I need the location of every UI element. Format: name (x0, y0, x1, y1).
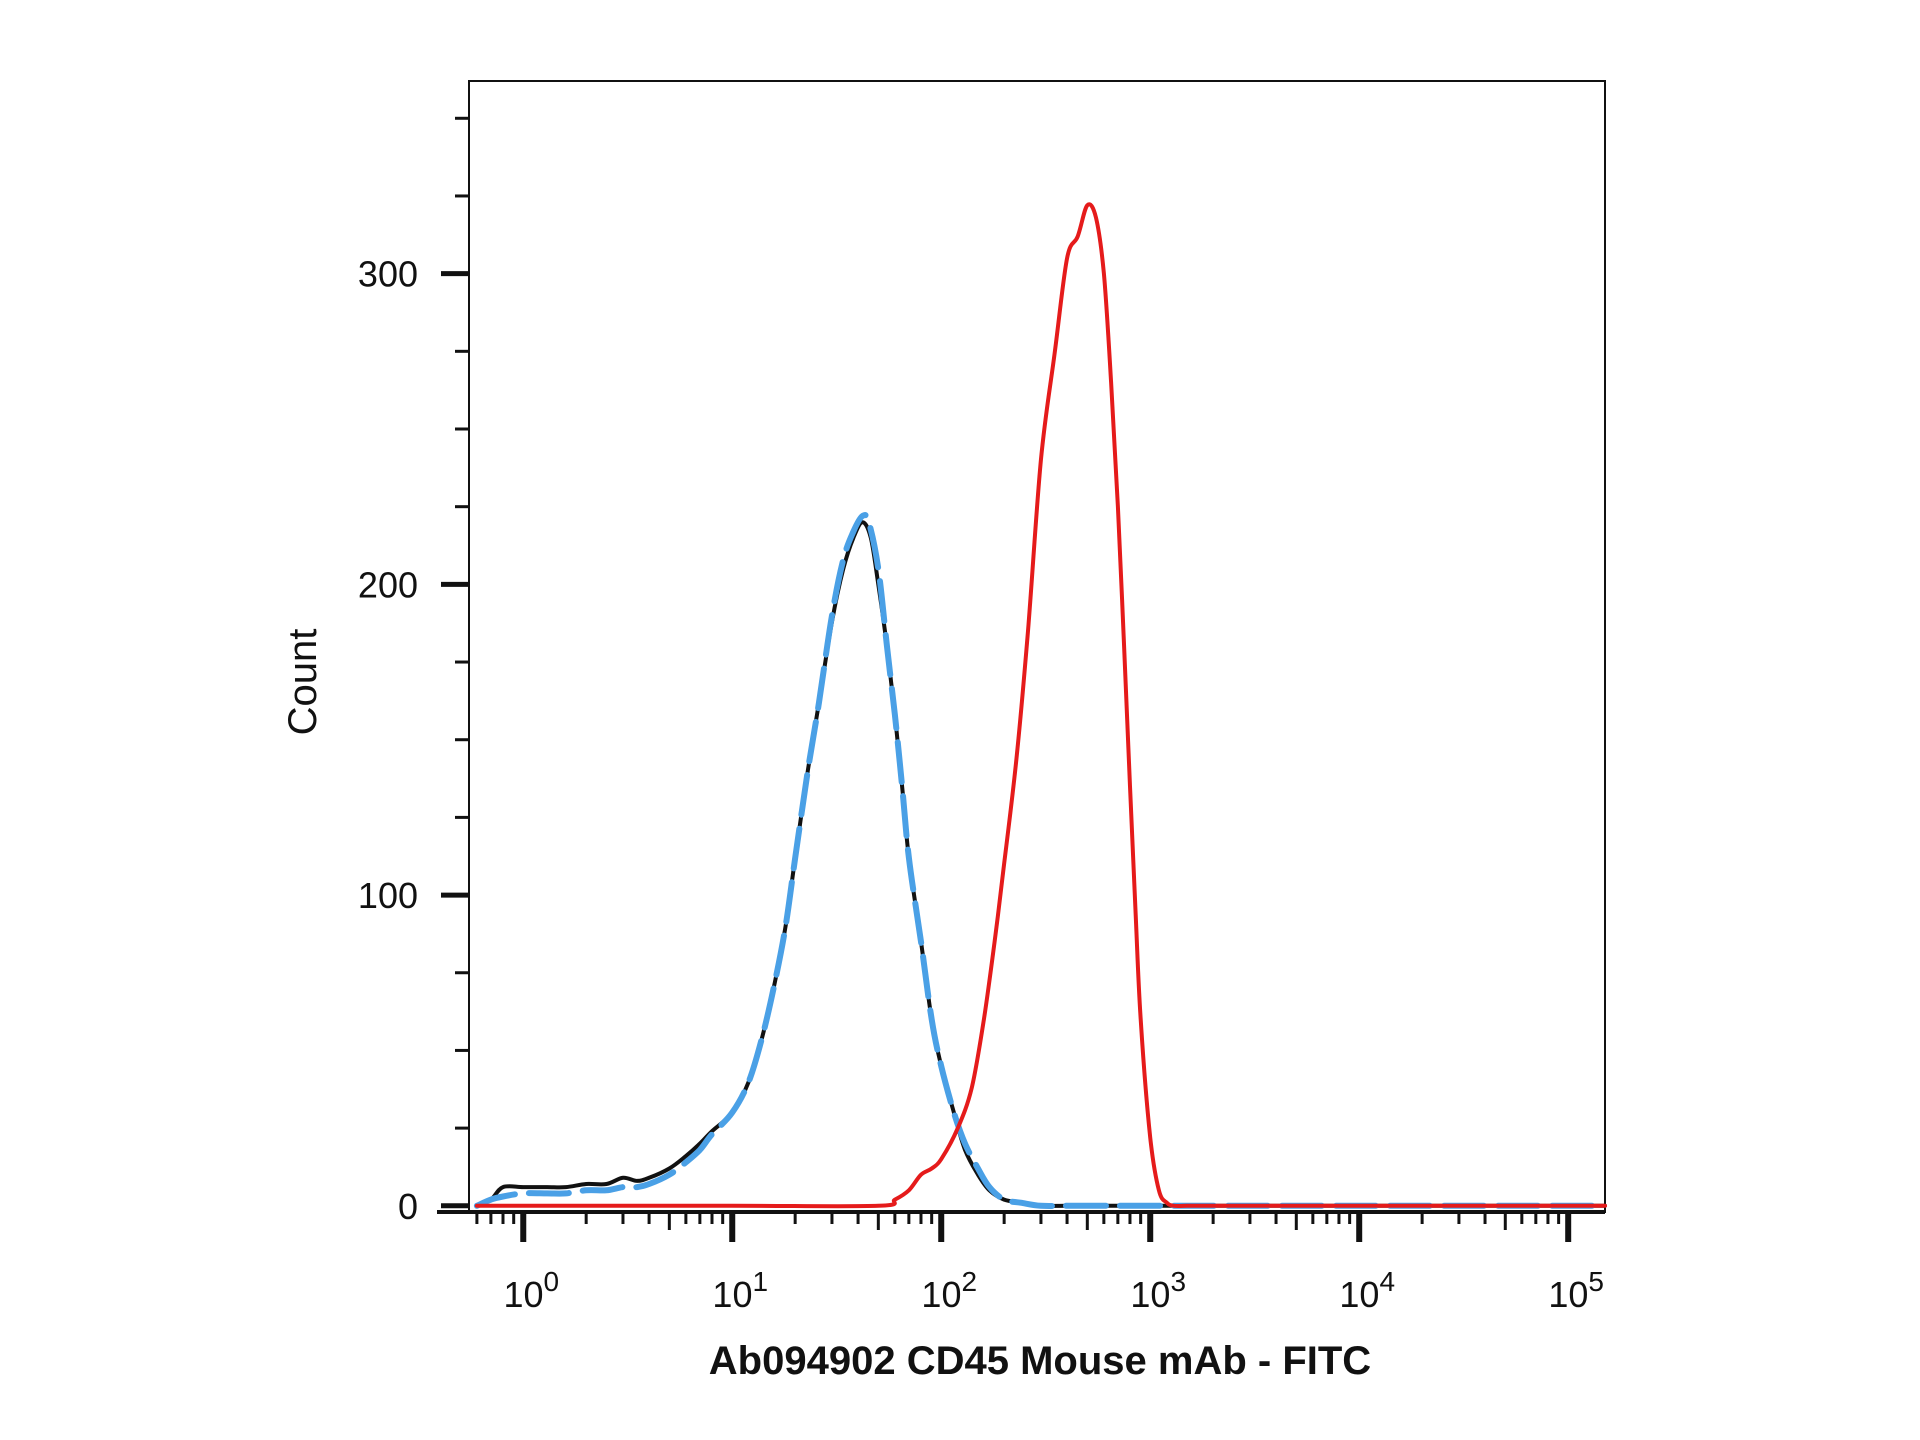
y-axis: 0 100 200 300 (358, 116, 469, 1227)
y-tick-label: 300 (358, 254, 418, 295)
series-line-1 (474, 520, 1607, 1209)
series-line-3 (474, 202, 1607, 1209)
y-tick-label: 200 (358, 564, 418, 605)
y-tick-label: 100 (358, 875, 418, 916)
x-tick-label: 104 (1339, 1266, 1395, 1315)
y-tick-label: 0 (398, 1186, 418, 1227)
x-tick-label: 101 (712, 1266, 768, 1315)
plot-frame (468, 80, 1606, 1213)
series-line-2 (473, 511, 1608, 1210)
x-axis-title: Ab094902 CD45 Mouse mAb - FITC (709, 1339, 1371, 1383)
x-axis: 100 101 102 103 104 105 (437, 1210, 1605, 1315)
x-tick-label: 102 (921, 1266, 977, 1315)
x-tick-label: 100 (503, 1266, 559, 1315)
x-tick-label: 105 (1548, 1266, 1604, 1315)
y-axis-title: Count (281, 629, 325, 736)
x-tick-label: 103 (1130, 1266, 1186, 1315)
histogram-series (473, 202, 1608, 1210)
